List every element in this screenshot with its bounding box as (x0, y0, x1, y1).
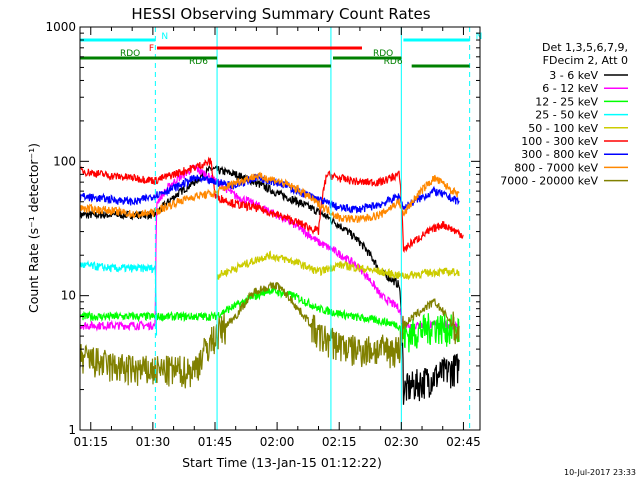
plot-frame (79, 26, 481, 431)
x-tick-label-1: 01:15 (73, 435, 108, 449)
series-line-7 (80, 173, 460, 214)
footer-timestamp: 10-Jul-2017 23:33 (564, 468, 636, 477)
legend-label-1: 3 - 6 keV (549, 69, 598, 82)
legend-label-7: 300 - 800 keV (521, 148, 598, 161)
legend-label-3: 12 - 25 keV (535, 95, 598, 108)
legend-header-line-2: FDecim 2, Att 0 (543, 54, 628, 67)
x-tick-label-2: 01:30 (136, 435, 171, 449)
y-axis-label: Count Rate (s⁻¹ detector⁻¹) (26, 143, 41, 313)
legend-header-line-1: Det 1,3,5,6,7,9, (542, 41, 628, 54)
marker-label-7: RD6 (384, 57, 403, 67)
legend-label-4: 25 - 50 keV (535, 109, 598, 122)
marker-label-4: RDO (120, 49, 140, 59)
x-axis-label: Start Time (13-Jan-15 01:12:22) (182, 455, 382, 470)
x-tick-label-6: 02:30 (384, 435, 419, 449)
marker-label-5: RDO (373, 49, 393, 59)
series-line-8 (80, 171, 460, 224)
legend-label-9: 7000 - 20000 keV (500, 175, 598, 188)
x-tick-label-5: 02:15 (322, 435, 357, 449)
legend: Det 1,3,5,6,7,9, FDecim 2, Att 0 3 - 6 k… (500, 41, 628, 188)
marker-label-2: N (476, 32, 483, 42)
axis-layer: 01:15 01:30 01:45 02:00 02:15 02:30 02:45 1 10 10… (45, 20, 480, 449)
series-line-3 (80, 286, 460, 353)
series-line-5 (216, 250, 460, 281)
legend-label-6: 100 - 300 keV (521, 135, 598, 148)
x-tick-label-7: 02:45 (446, 435, 481, 449)
legend-label-2: 6 - 12 keV (542, 82, 598, 95)
legend-label-5: 50 - 100 keV (528, 122, 598, 135)
x-tick-label-3: 01:45 (198, 435, 233, 449)
y-tick-label-3: 100 (53, 154, 76, 168)
marker-label-6: RD6 (189, 57, 208, 67)
chart-title: HESSI Observing Summary Count Rates (131, 5, 430, 23)
legend-label-8: 800 - 7000 keV (514, 161, 598, 174)
marker-label-1: N (161, 32, 168, 42)
series-group (80, 27, 471, 430)
x-tick-label-4: 02:00 (260, 435, 295, 449)
y-tick-label-2: 10 (61, 289, 76, 303)
series-line-4 (80, 259, 158, 336)
marker-label-3: F (149, 44, 154, 54)
series-line-9 (80, 281, 460, 389)
series-line-6 (80, 156, 464, 254)
y-tick-label-1: 1 (68, 423, 76, 437)
y-tick-label-4: 1000 (45, 20, 76, 34)
